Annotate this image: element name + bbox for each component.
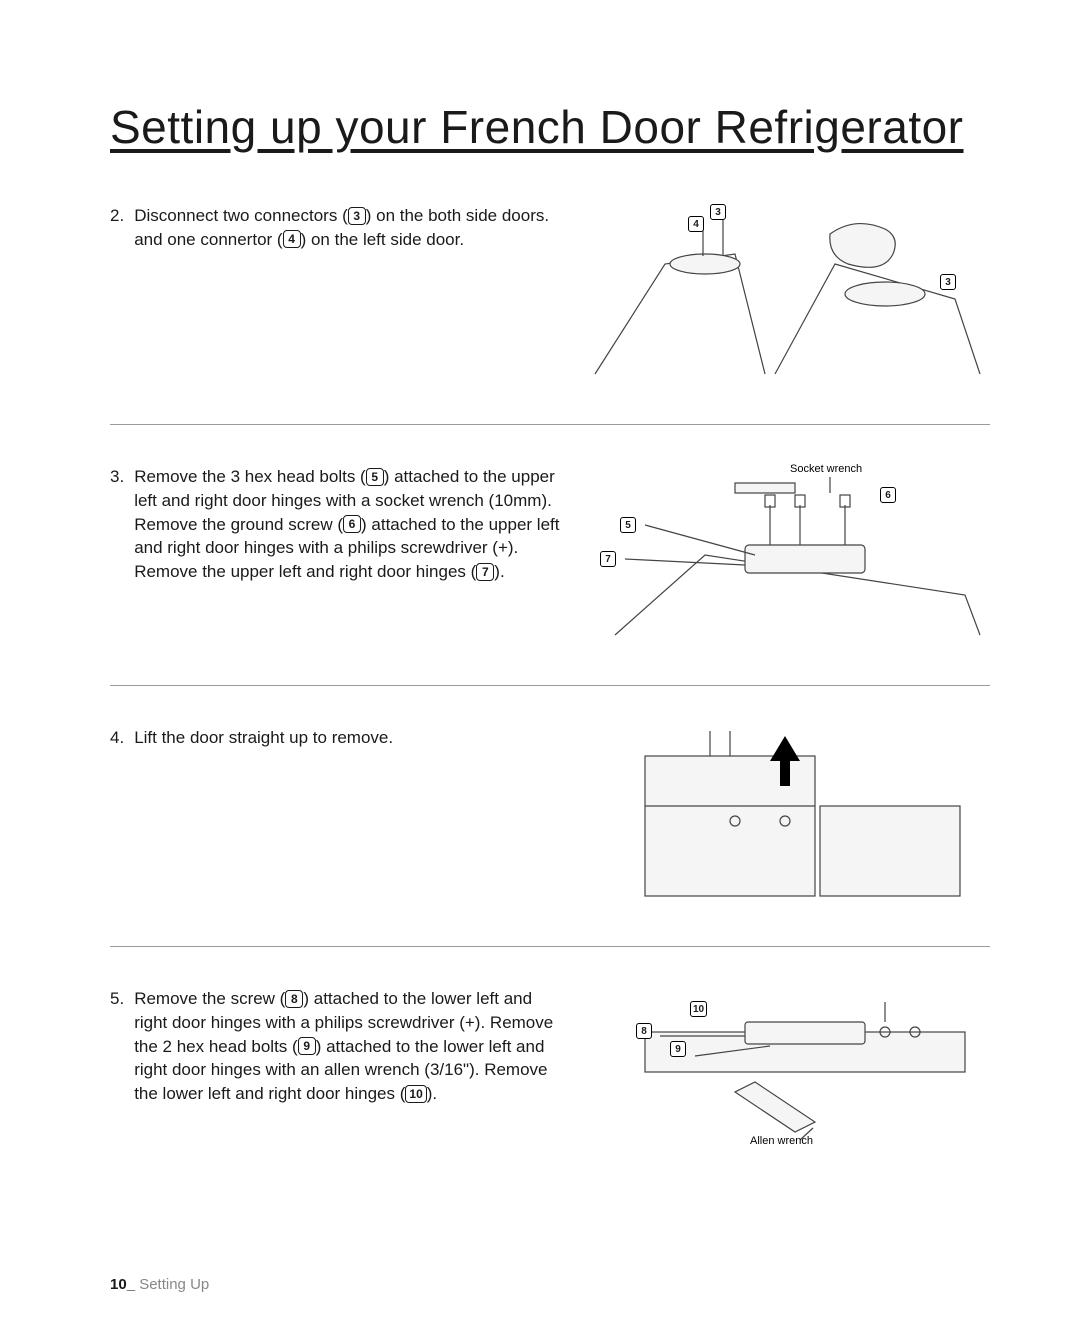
callout-7: 7: [476, 563, 494, 581]
step-2-body: Disconnect two connectors (3) on the bot…: [134, 204, 560, 252]
footer-sep: _: [127, 1276, 135, 1293]
t: Remove the 3 hex head bolts (: [134, 467, 366, 486]
callout-9: 9: [298, 1037, 316, 1055]
fig-callout-9: 9: [670, 1041, 686, 1057]
callout-3: 3: [348, 207, 366, 225]
hinge-bolts-illustration: [585, 465, 985, 645]
footer-section: Setting Up: [135, 1276, 209, 1293]
step-3-body: Remove the 3 hex head bolts (5) attached…: [134, 465, 560, 584]
step-4-figure: [580, 726, 990, 906]
step-5-figure: 10 8 9 Allen wrench: [580, 987, 990, 1167]
step-3-num: 3.: [110, 465, 124, 489]
callout-10: 10: [405, 1085, 426, 1103]
fig-callout-5: 5: [620, 517, 636, 533]
step-4-num: 4.: [110, 726, 124, 750]
step-5-text: 5. Remove the screw (8) attached to the …: [110, 987, 560, 1106]
step-2-figure: 3 4 3: [580, 204, 990, 384]
socket-wrench-label: Socket wrench: [790, 463, 862, 475]
hinge-top-illustration: [585, 204, 985, 384]
fig-callout-4: 4: [688, 216, 704, 232]
step-5: 5. Remove the screw (8) attached to the …: [110, 987, 990, 1167]
step-4: 4. Lift the door straight up to remove.: [110, 726, 990, 947]
t: ).: [494, 562, 504, 581]
footer-page-num: 10: [110, 1276, 127, 1293]
callout-8: 8: [285, 990, 303, 1008]
step-5-body: Remove the screw (8) attached to the low…: [134, 987, 560, 1106]
t: Disconnect two connectors (: [134, 206, 348, 225]
t: ).: [427, 1084, 437, 1103]
door-lift-illustration: [595, 726, 975, 906]
fig-callout-7: 7: [600, 551, 616, 567]
step-3-figure: Socket wrench 6 5 7: [580, 465, 990, 645]
fig-callout-3a: 3: [710, 204, 726, 220]
fig-callout-10: 10: [690, 1001, 707, 1017]
step-2: 2. Disconnect two connectors (3) on the …: [110, 204, 990, 425]
fig-callout-3b: 3: [940, 274, 956, 290]
step-3: 3. Remove the 3 hex head bolts (5) attac…: [110, 465, 990, 686]
page-footer: 10_ Setting Up: [110, 1276, 209, 1293]
step-2-text: 2. Disconnect two connectors (3) on the …: [110, 204, 560, 252]
t: ) on the left side door.: [301, 230, 465, 249]
t: Remove the screw (: [134, 989, 285, 1008]
fig-callout-8: 8: [636, 1023, 652, 1039]
step-5-num: 5.: [110, 987, 124, 1011]
step-4-body: Lift the door straight up to remove.: [134, 726, 560, 750]
step-4-text: 4. Lift the door straight up to remove.: [110, 726, 560, 750]
callout-6: 6: [343, 515, 361, 533]
callout-5: 5: [366, 468, 384, 486]
step-2-num: 2.: [110, 204, 124, 228]
allen-wrench-label: Allen wrench: [750, 1135, 813, 1147]
step-3-text: 3. Remove the 3 hex head bolts (5) attac…: [110, 465, 560, 584]
fig-callout-6: 6: [880, 487, 896, 503]
callout-4: 4: [283, 230, 301, 248]
page-title: Setting up your French Door Refrigerator: [110, 100, 990, 154]
